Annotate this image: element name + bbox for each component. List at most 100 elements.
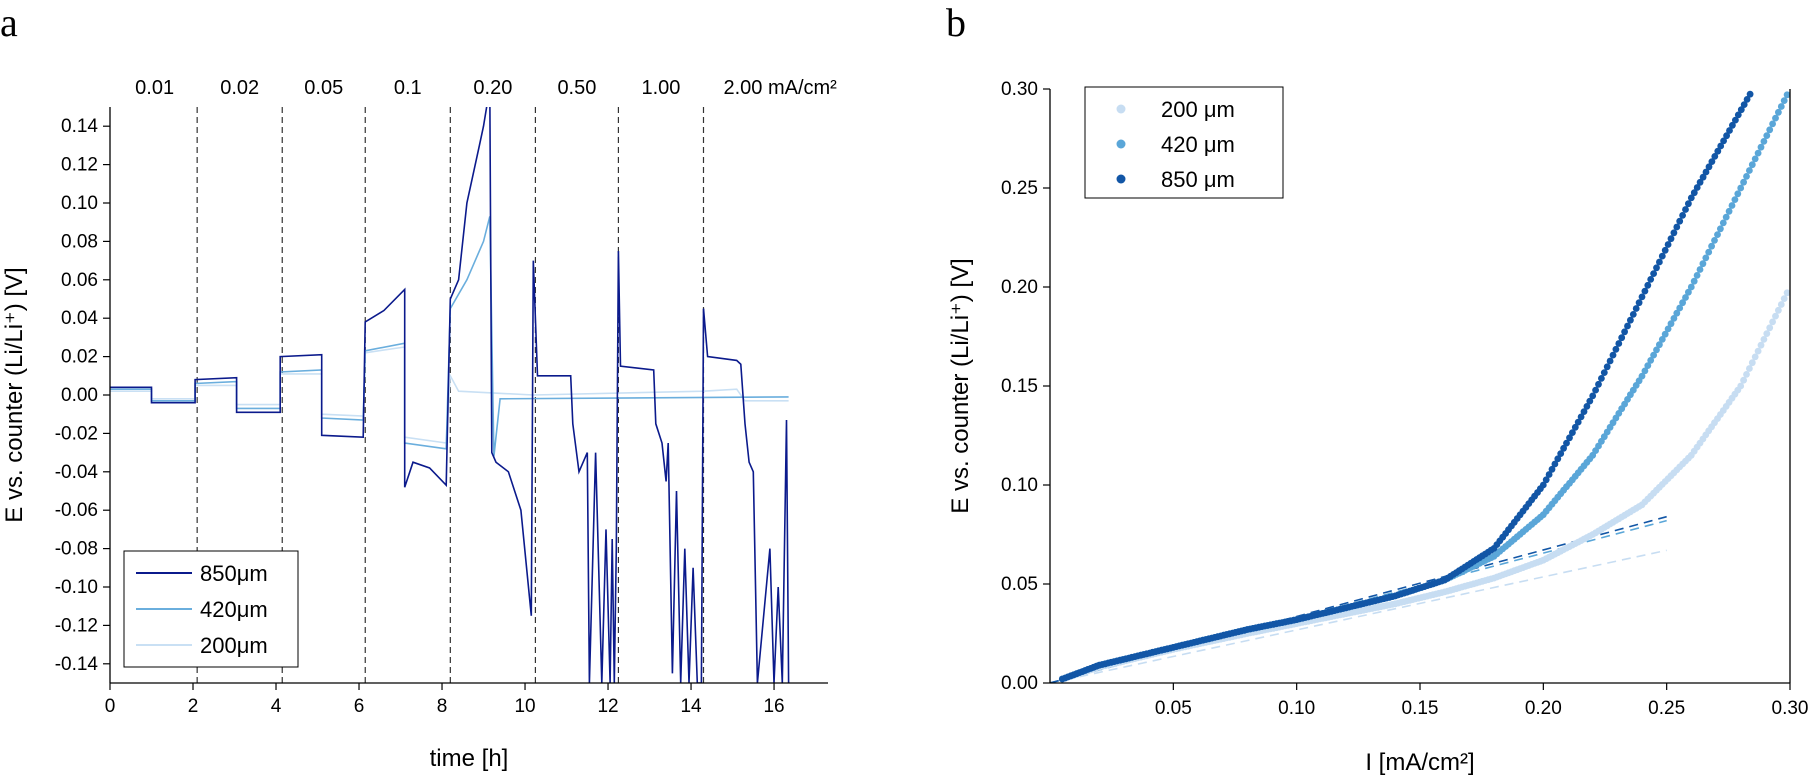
data-point [1571,423,1579,431]
series-line [110,107,790,683]
y-tick-label: -0.12 [55,615,98,636]
data-point [1580,408,1588,415]
x-tick-label: 10 [514,696,535,717]
y-tick-label: -0.14 [55,654,99,675]
data-point [1690,189,1698,197]
data-point [1664,325,1672,333]
data-point [1723,132,1730,140]
data-point [1719,219,1727,227]
data-point [1685,200,1692,208]
data-point [1702,254,1710,262]
data-point [1586,397,1594,405]
data-point [1737,106,1745,114]
data-point [1766,126,1774,134]
data-point [1673,223,1681,231]
segment-label: 0.1 [394,77,422,99]
data-point [1717,142,1725,150]
data-point [1542,476,1550,484]
data-point [1687,283,1695,291]
data-point [1743,96,1751,103]
data-point [1751,155,1759,163]
x-axis-label: I [mA/cm²] [1365,749,1474,776]
data-point [1647,276,1655,283]
data-point [1751,353,1759,361]
data-point [1612,345,1620,353]
data-point [1760,138,1768,145]
y-tick-label: 0.30 [1001,79,1038,100]
data-point [1708,158,1716,166]
data-point [1775,108,1782,116]
y-tick-label: -0.06 [55,500,98,521]
data-point [1621,328,1628,336]
chart-panel-a: 0.01 0.02 0.05 0.1 0.20 0.50 1.00 2.00 mA/cm² 0 2… [1,77,837,772]
segment-label: 0.50 [557,77,596,99]
x-tick-label: 8 [437,696,448,717]
data-point [1569,429,1576,436]
data-point [1685,288,1692,296]
data-point [1609,351,1617,359]
data-point [1746,90,1754,98]
segment-label: 0.01 [135,77,174,99]
data-point [1551,460,1559,468]
y-tick-label: 0.14 [61,116,98,137]
y-tick-label: 0.02 [61,347,98,368]
data-point [1670,229,1678,237]
data-point [1780,295,1788,302]
data-point [1653,264,1660,272]
legend-label: 200 μm [1161,97,1235,122]
data-point [1658,336,1666,343]
data-point [1650,270,1657,277]
segment-label: 0.02 [220,77,259,99]
data-point [1560,444,1567,452]
x-tick-label: 4 [271,696,282,717]
x-tick-label: 0.15 [1402,698,1439,719]
data-point [1673,309,1681,317]
segment-label: 1.00 [641,77,680,99]
data-point [1647,357,1655,364]
data-point [1693,184,1701,191]
data-point [1737,184,1745,192]
data-point [1746,167,1753,174]
x-tick-label: 2 [188,696,199,717]
y-tick-label: 0.12 [61,155,98,176]
chart-panel-b: 0.05 0.10 0.15 0.20 0.25 0.30 0.00 0.05 0.10 0.15… [947,79,1808,776]
data-point [1734,111,1742,119]
y-tick-label: 0.05 [1001,574,1038,595]
data-point [1656,341,1663,349]
data-point [1632,305,1640,312]
y-tick-label: 0.20 [1001,277,1038,298]
segment-label: 0.20 [473,77,512,99]
data-point [1748,359,1756,367]
data-point [1734,190,1742,198]
segment-label: 0.05 [304,77,343,99]
data-point [1757,143,1765,151]
x-tick-label: 0.30 [1772,698,1809,719]
legend-label: 850 μm [1161,167,1235,192]
data-point [1725,207,1733,215]
data-point [1624,322,1631,330]
data-point [1705,248,1713,256]
data-point [1743,173,1750,180]
x-tick-label: 6 [354,696,365,717]
data-point [1638,293,1646,301]
y-tick-label: -0.02 [55,423,98,444]
data-point [1748,161,1756,169]
data-point [1754,149,1762,157]
x-tick-label: 0.20 [1525,698,1562,719]
data-point [1769,120,1776,128]
data-point [1589,392,1597,400]
data-point [1682,294,1689,301]
y-tick-label: 0.15 [1001,376,1038,397]
y-tick-label: 0.04 [61,308,98,329]
x-tick-label: 0 [105,696,116,717]
data-point [1726,127,1733,134]
data-point [1740,178,1747,186]
data-point [1577,413,1585,421]
x-tick-label: 16 [763,696,784,717]
data-point [1731,196,1739,204]
data-point [1676,304,1684,312]
y-axis-label: E vs. counter (Li/Li⁺) [V] [947,258,974,513]
data-point [1679,212,1686,219]
y-tick-label: 0.10 [61,193,98,214]
